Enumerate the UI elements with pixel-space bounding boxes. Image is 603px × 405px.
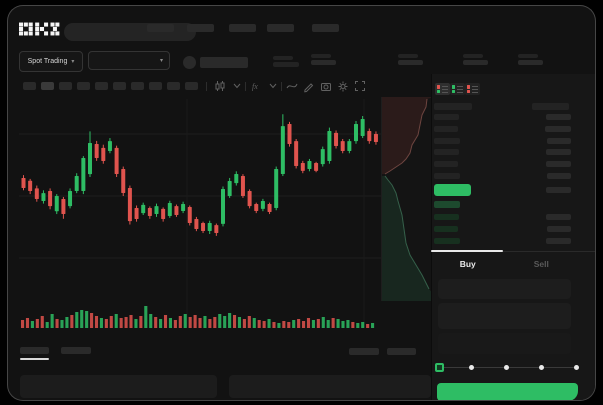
bottom-panel-right <box>229 375 431 398</box>
stat-2-label <box>398 54 418 58</box>
toolbar-divider <box>281 82 282 91</box>
tab-sell[interactable]: Sell <box>533 259 549 269</box>
bottom-tab-indicator <box>20 358 49 360</box>
timeframe-button-6[interactable] <box>113 82 126 90</box>
last-price-pill[interactable] <box>434 184 471 196</box>
slider-handle[interactable] <box>435 363 444 372</box>
ask-row-amount[interactable] <box>546 161 571 168</box>
candles-icon[interactable] <box>214 80 228 93</box>
timeframe-button-9[interactable] <box>167 82 180 90</box>
nav-item-5[interactable] <box>312 24 339 32</box>
ask-row-amount[interactable] <box>547 137 571 144</box>
bid-row-price[interactable] <box>434 237 460 244</box>
timeframe-button-7[interactable] <box>131 82 144 90</box>
stat-2-value <box>398 60 423 65</box>
percent-slider[interactable] <box>435 359 582 375</box>
market-type-label: Spot Trading <box>27 58 68 65</box>
buy-tab-indicator <box>431 250 503 252</box>
slider-stop-100[interactable] <box>573 365 579 370</box>
timeframe-button-2[interactable] <box>41 82 54 90</box>
book-asks-icon[interactable] <box>465 83 480 95</box>
index-price-pill <box>434 201 460 208</box>
bottom-tab-history[interactable] <box>61 347 91 354</box>
tab-buy[interactable]: Buy <box>459 259 476 269</box>
toolbar-divider <box>245 82 246 91</box>
settings-icon[interactable] <box>337 80 351 93</box>
stat-1-value <box>311 60 336 65</box>
okx-app-window: Spot Trading ▾ ▾ fx Buy Sell <box>7 5 596 401</box>
total-field[interactable] <box>438 333 571 354</box>
timeframe-button-3[interactable] <box>59 82 72 90</box>
ask-row-price[interactable] <box>434 137 460 144</box>
timeframe-button-4[interactable] <box>77 82 90 90</box>
book-combined-icon[interactable] <box>435 83 450 95</box>
stat-1-label <box>311 54 331 58</box>
slider-stop-75[interactable] <box>538 365 544 370</box>
chevron-down-icon[interactable] <box>267 80 278 93</box>
pair-selector-dropdown[interactable]: ▾ <box>88 51 170 70</box>
bid-row-amount[interactable] <box>547 225 571 232</box>
orderbook-header-amount <box>532 103 569 110</box>
timeframe-button-5[interactable] <box>95 82 108 90</box>
price-sub-skeleton <box>273 62 299 67</box>
timeframe-button-1[interactable] <box>23 82 36 90</box>
bottom-tab-orders[interactable] <box>20 347 49 354</box>
nav-item-1[interactable] <box>147 24 174 32</box>
market-type-dropdown[interactable]: Spot Trading ▾ <box>19 51 83 72</box>
ask-row-price[interactable] <box>434 125 458 132</box>
stat-3-value <box>463 60 488 65</box>
pair-title-skeleton <box>200 57 248 68</box>
slider-stop-25[interactable] <box>469 365 475 370</box>
stat-4-value <box>518 60 543 65</box>
bid-row-price[interactable] <box>434 214 459 220</box>
stat-4-label <box>518 54 538 58</box>
camera-icon[interactable] <box>320 80 334 93</box>
ask-row-amount[interactable] <box>546 149 571 156</box>
price-skeleton <box>273 56 293 60</box>
line-type-icon[interactable] <box>286 80 300 93</box>
nav-item-4[interactable] <box>267 24 294 32</box>
timeframe-button-8[interactable] <box>149 82 162 90</box>
svg-text:fx: fx <box>252 82 258 91</box>
bottom-panel-left <box>20 375 217 398</box>
ask-row-amount[interactable] <box>545 125 571 132</box>
search-input[interactable] <box>64 23 196 41</box>
ask-row-amount[interactable] <box>546 114 571 120</box>
last-price-amount <box>546 187 571 193</box>
nav-item-2[interactable] <box>187 24 214 32</box>
timeframe-button-10[interactable] <box>185 82 198 90</box>
orderbook[interactable] <box>431 98 578 248</box>
amount-field[interactable] <box>438 303 571 329</box>
candlestick-chart[interactable] <box>19 99 381 339</box>
draw-icon[interactable] <box>303 80 317 93</box>
indicators-icon[interactable]: fx <box>250 80 264 93</box>
pair-avatar <box>183 56 196 69</box>
orderbook-header-price <box>434 103 472 110</box>
chevron-down-icon[interactable] <box>231 80 242 93</box>
price-field[interactable] <box>438 279 571 299</box>
ask-row-price[interactable] <box>434 114 459 120</box>
tab-divider <box>431 251 595 252</box>
nav-item-3[interactable] <box>229 24 256 32</box>
ask-row-amount[interactable] <box>547 173 571 179</box>
bid-row-price[interactable] <box>434 225 458 232</box>
ask-row-price[interactable] <box>434 161 458 168</box>
okx-logo <box>19 21 61 42</box>
slider-stop-50[interactable] <box>504 365 509 370</box>
buy-submit-button[interactable] <box>437 383 578 400</box>
bottom-right-control-2[interactable] <box>387 348 416 355</box>
chevron-down-icon: ▾ <box>159 57 163 64</box>
ask-row-price[interactable] <box>434 173 460 179</box>
chevron-down-icon: ▾ <box>71 58 75 65</box>
book-bids-icon[interactable] <box>450 83 465 95</box>
trade-tabs: Buy Sell <box>431 251 578 275</box>
bid-row-amount[interactable] <box>546 237 571 244</box>
stat-3-label <box>463 54 483 58</box>
fullscreen-icon[interactable] <box>354 80 368 93</box>
bid-row-amount[interactable] <box>546 214 571 220</box>
bottom-right-control-1[interactable] <box>349 348 379 355</box>
depth-chart <box>381 97 434 301</box>
ask-row-price[interactable] <box>434 149 459 156</box>
